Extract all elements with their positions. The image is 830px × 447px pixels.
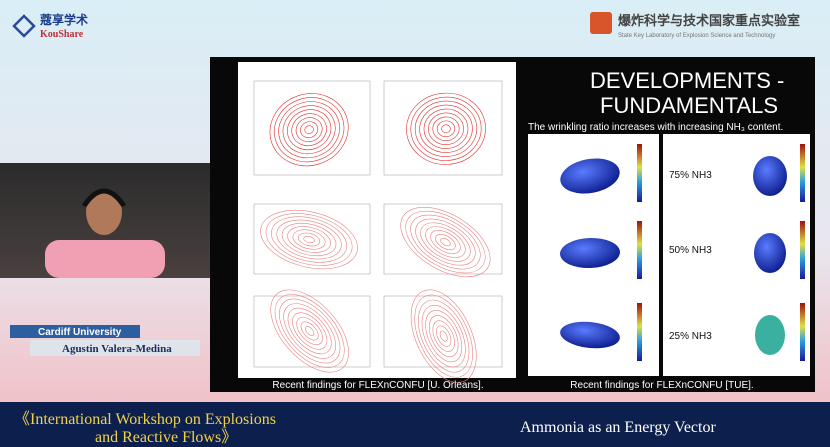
flame-contour [430, 230, 461, 254]
flame-contour [425, 310, 463, 363]
flame-contour [428, 112, 464, 145]
flame-surface [560, 237, 620, 269]
flame-contour [432, 116, 460, 141]
plot-frame [253, 203, 371, 275]
flame-contour [282, 105, 336, 155]
slide-title: DEVELOPMENTS - [590, 68, 784, 93]
flame-contour [295, 117, 323, 143]
flame-contour [415, 218, 476, 266]
flame-contour [410, 96, 482, 161]
slide-title: FUNDAMENTALS [600, 93, 778, 118]
logo-en: KouShare [40, 29, 84, 40]
flame-contour [305, 326, 315, 336]
flame-contour [440, 237, 451, 247]
koushare-icon [12, 14, 36, 38]
colorbar [637, 221, 642, 279]
flame-contour [287, 109, 332, 151]
nh3-label: 50% NH3 [669, 245, 712, 256]
lab-icon [590, 12, 612, 34]
flame-contour [303, 235, 315, 244]
flame-contour [274, 97, 345, 163]
colorbar [800, 303, 805, 361]
flame-surface [753, 156, 787, 196]
flame-contour [405, 210, 486, 274]
flame-contour [435, 234, 456, 251]
flame-contour [291, 113, 327, 147]
flame-contour [441, 124, 451, 134]
plot-frame [383, 80, 503, 176]
speaker-shirt [45, 240, 165, 278]
flame-contour [283, 303, 336, 359]
plot-frame [383, 203, 503, 275]
flame-contour [410, 214, 481, 270]
flame-contour [428, 315, 459, 358]
flame-contour [419, 104, 473, 153]
flame-contour [423, 108, 469, 149]
lab-cn: 爆炸科学与技术国家重点实验室 [618, 13, 800, 28]
talk-title: Ammonia as an Energy Vector [520, 419, 716, 436]
flame-contour [287, 307, 332, 355]
flame-contour [260, 209, 358, 270]
flame-contour [406, 92, 486, 165]
flame-surface [560, 158, 620, 194]
flame-contour [279, 298, 341, 364]
flame-contour [265, 213, 353, 266]
speaker-name: Agustin Valera-Medina [62, 343, 172, 355]
logo-cn: 蔻享学术 [40, 12, 88, 27]
name-box [30, 340, 200, 356]
flame-surface [560, 321, 620, 349]
flame-contour [287, 226, 331, 253]
nh3-label: 25% NH3 [669, 331, 712, 342]
slide-subtitle: The wrinkling ratio increases with incre… [528, 122, 783, 133]
flame-contour [400, 207, 491, 278]
headphones [81, 188, 127, 208]
flame-contour [292, 312, 328, 350]
flame-contour [281, 222, 337, 257]
flame-contour [270, 289, 349, 373]
flame-contour [269, 93, 349, 167]
flame-contour [297, 232, 321, 247]
flame-contour [304, 125, 314, 134]
speaker-head [86, 189, 122, 235]
flame-surface [755, 315, 785, 355]
flame-contour [414, 294, 473, 378]
caption: Recent findings for FLEXnCONFU [TUE]. [570, 380, 753, 391]
colorbar [637, 144, 642, 202]
colorbar [637, 303, 642, 361]
flame-contour [421, 304, 466, 368]
flame-contour [425, 226, 466, 258]
affiliation-box [10, 325, 140, 338]
flame-contour [436, 325, 452, 347]
nh3-label: 75% NH3 [669, 170, 712, 181]
flame-contour [292, 229, 326, 250]
flame-contour [300, 121, 319, 139]
flame-contour [436, 120, 456, 138]
flame-contour [271, 216, 348, 263]
flame-contour [276, 219, 342, 260]
flame-contour [296, 316, 323, 346]
event-title: and Reactive Flows》 [95, 429, 237, 446]
flame-contour [439, 330, 448, 342]
plot-frame [383, 295, 503, 368]
flame-contour [418, 299, 470, 373]
flame-contour [300, 321, 319, 341]
flame-contour [274, 294, 345, 368]
flame-contour [432, 320, 455, 352]
plot-frame [253, 80, 371, 176]
flame-contour [278, 101, 340, 159]
colorbar [800, 221, 805, 279]
flame-contour [420, 222, 471, 262]
lab-en: State Key Laboratory of Explosion Scienc… [618, 33, 775, 39]
caption: Recent findings for FLEXnCONFU [U. Orlea… [272, 380, 483, 391]
colorbar [800, 144, 805, 202]
speaker-affiliation: Cardiff University [38, 327, 122, 338]
flame-contour [414, 100, 478, 157]
flame-contour [410, 289, 477, 383]
flame-surface [754, 233, 786, 273]
event-title: 《International Workshop on Explosions [14, 411, 276, 428]
banner [0, 402, 830, 447]
